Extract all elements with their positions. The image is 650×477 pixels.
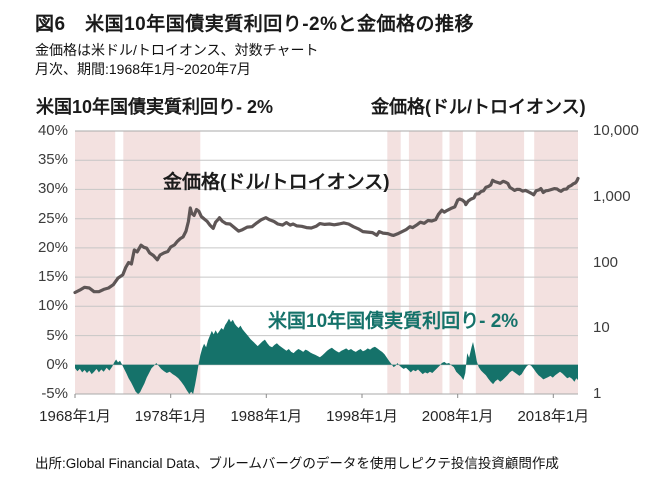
left-axis-tick-label: 15% (37, 268, 68, 286)
gold-series-annotation: 金価格(ドル/トロイオンス) (163, 172, 390, 193)
figure-title: 図6 米国10年国債実質利回り-2%と金価格の推移 (35, 14, 474, 35)
plot-area (73, 130, 580, 398)
shaded-period (534, 131, 578, 394)
right-axis-tick-label: 1 (593, 385, 602, 402)
left-axis-tick-label: 40% (37, 122, 68, 139)
left-axis-tick-label: 5% (46, 326, 68, 344)
right-axis-tick-label: 10,000 (593, 122, 639, 139)
right-axis-tick-label: 100 (593, 253, 619, 271)
left-axis-tick-label: 25% (37, 209, 68, 227)
left-axis-tick-label: 20% (37, 238, 68, 256)
source-note: 出所:Global Financial Data、ブルームバーグのデータを使用し… (35, 456, 559, 471)
left-axis-tick-label: 10% (37, 297, 68, 315)
right-axis-tick-label: 10 (593, 319, 610, 337)
x-axis-tick-label: 2008年1月 (421, 408, 494, 425)
right-axis-tick-label: 1,000 (593, 187, 631, 205)
real-yield-series-annotation: 米国10年国債実質利回り- 2% (268, 311, 519, 332)
left-axis-title: 米国10年国債実質利回り- 2% (36, 97, 274, 117)
real-yield-area (75, 318, 578, 394)
shaded-period (123, 131, 201, 394)
x-axis-tick-label: 1988年1月 (230, 408, 303, 425)
left-axis-tick-label: -5% (41, 385, 68, 402)
shaded-period (75, 131, 116, 394)
x-axis-tick-label: 1978年1月 (134, 408, 207, 425)
shaded-period (387, 131, 401, 394)
x-axis-tick-label: 2018年1月 (517, 408, 590, 425)
left-axis-tick-label: 30% (37, 180, 68, 198)
shaded-period (475, 131, 525, 394)
figure-subtitle-period: 月次、期間:1968年1月~2020年7月 (35, 61, 251, 77)
gold-price-line (73, 176, 580, 295)
x-axis-tick-label: 1998年1月 (326, 408, 398, 425)
shaded-period (449, 131, 463, 394)
shaded-period (408, 131, 443, 394)
left-axis-tick-label: 0% (46, 355, 68, 373)
figure-subtitle-units: 金価格は米ドル/トロイオンス、対数チャート (35, 42, 319, 58)
left-axis-tick-label: 35% (37, 151, 68, 169)
right-axis-title: 金価格(ドル/トロイオンス) (371, 97, 586, 117)
chart-canvas (73, 130, 580, 398)
x-axis-tick-label: 1968年1月 (39, 408, 111, 425)
